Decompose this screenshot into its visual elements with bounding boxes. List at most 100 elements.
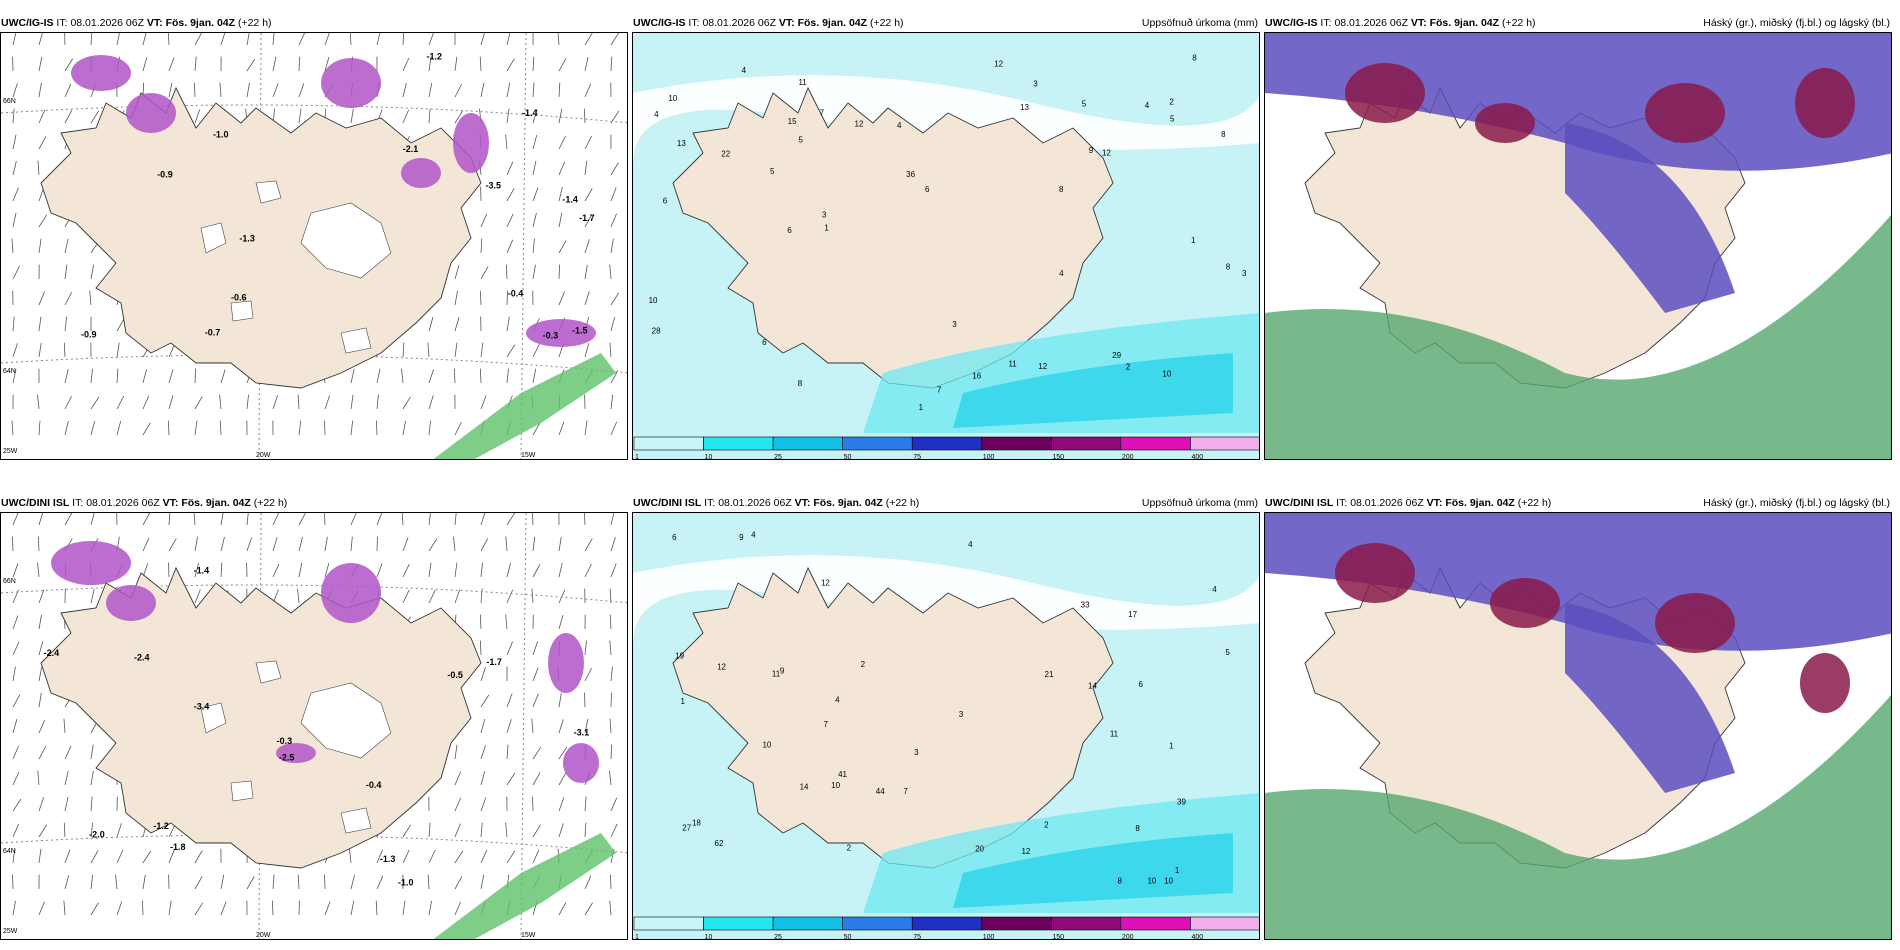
wind-barb — [584, 588, 586, 604]
precip-map[interactable]: 3 11 9 11 10 12 7 7 10 14 6 4 6 8 4 2 3 5 4 2 10 9 12 14 8 21 20 18… — [632, 512, 1260, 940]
wind-barb — [376, 33, 381, 46]
colorbar-tick: 150 — [1052, 454, 1064, 460]
temperature-label: -0.9 — [157, 170, 173, 180]
precip-amount-label: 7 — [903, 787, 908, 796]
wind-barb — [194, 589, 201, 604]
wind-barb — [38, 874, 40, 890]
wind-barb — [532, 667, 539, 682]
wind-barb — [38, 589, 45, 604]
wind-barb — [246, 82, 250, 98]
temperature-label: -0.4 — [366, 780, 382, 790]
wind-barb — [12, 771, 20, 786]
wind-barb — [142, 395, 150, 410]
temperature-label: -1.4 — [194, 566, 210, 576]
snowfall-area — [126, 93, 176, 133]
wind-temp-map[interactable]: -1.0 -1.4 -1.2 -2.4 -1.7 -1.3 -3.1 -3.4 -2.5 -1.8… — [0, 512, 628, 940]
precip-amount-label: 2 — [847, 843, 852, 852]
wind-barb — [220, 874, 225, 890]
precip-amount-label: 13 — [677, 139, 686, 148]
precip-amount-label: 11 — [1110, 729, 1119, 738]
precip-amount-label: 8 — [1135, 824, 1140, 833]
wind-barb — [401, 368, 404, 384]
wind-barb — [402, 900, 406, 916]
glacier — [300, 682, 392, 759]
wind-barb — [194, 109, 201, 124]
wind-barb — [324, 33, 331, 46]
precip-colorbar: 1 10 25 50 75 100 150 200 400 — [633, 436, 1259, 460]
temperature-label: -1.0 — [213, 130, 229, 140]
wind-barb — [506, 108, 510, 124]
wind-barb — [505, 614, 508, 630]
wind-temp-map[interactable]: -1.0 -1.4 -2.1 -1.7 -1.3 -1.5 -0.6 -1.2 -0.3 -1.4… — [0, 32, 628, 460]
wind-barb — [116, 342, 120, 358]
precip-amount-label: 18 — [692, 819, 701, 828]
wind-barb — [246, 58, 256, 72]
wind-barb — [428, 369, 434, 384]
wind-barb — [298, 513, 307, 526]
wind-barb — [90, 588, 95, 604]
precip-amount-label: 8 — [1059, 185, 1064, 194]
low-cloud-area — [1795, 68, 1855, 138]
wind-barb — [63, 342, 66, 358]
wind-barb — [116, 796, 118, 812]
glacier — [230, 300, 254, 322]
precip-amount-label: 12 — [994, 59, 1003, 68]
precip-amount-label: 8 — [1192, 54, 1197, 63]
wind-barb — [168, 395, 174, 410]
wind-barb — [64, 770, 69, 786]
wind-barb — [12, 615, 19, 630]
precip-amount-label: 7 — [937, 386, 942, 395]
precip-amount-label: 7 — [820, 109, 825, 118]
wind-barb — [480, 33, 486, 46]
temperature-label: -3.1 — [574, 727, 590, 737]
wind-barb — [38, 238, 42, 254]
wind-barb — [64, 264, 68, 280]
wind-barb — [167, 420, 170, 436]
wind-barb — [558, 797, 565, 812]
colorbar-cell — [703, 916, 774, 931]
axis-label: 15W — [521, 932, 536, 939]
wind-barb — [610, 213, 617, 228]
wind-barb — [557, 33, 560, 46]
wind-barb — [584, 188, 593, 202]
wind-barb — [505, 536, 508, 552]
wind-barb — [480, 822, 483, 838]
wind-barb — [349, 848, 352, 864]
temperature-label: -1.4 — [522, 108, 538, 118]
precip-amount-label: 1 — [681, 697, 686, 706]
precip-amount-label: 33 — [1081, 600, 1090, 609]
wind-barb — [194, 850, 203, 864]
wind-barb — [64, 292, 73, 306]
wind-barb — [12, 290, 14, 306]
wind-barb — [532, 160, 537, 176]
wind-barb — [428, 513, 432, 526]
precip-colorbar: 1 10 25 50 75 100 150 200 400 — [633, 916, 1259, 939]
precip-amount-label: 9 — [780, 666, 785, 675]
wind-barb — [506, 290, 508, 306]
wind-barb — [558, 161, 566, 176]
wind-barb — [532, 134, 538, 150]
wind-barb — [506, 796, 508, 812]
wind-barb — [90, 513, 96, 526]
cloud-map[interactable] — [1264, 512, 1892, 940]
wind-barb — [12, 848, 16, 864]
wind-barb — [38, 214, 48, 228]
precip-amount-label: 1 — [1175, 866, 1180, 875]
wind-barb — [453, 536, 456, 552]
wind-barb — [583, 108, 586, 124]
wind-barb — [428, 900, 432, 916]
wind-barb — [506, 589, 514, 604]
wind-barb — [558, 719, 564, 734]
wind-barb — [532, 109, 538, 124]
wind-barb — [246, 562, 248, 578]
wind-barb — [194, 876, 203, 890]
wind-barb — [64, 33, 66, 46]
wind-barb — [12, 641, 20, 656]
wind-barb — [272, 563, 280, 578]
cloud-map[interactable] — [1264, 32, 1892, 460]
wind-barb — [297, 588, 300, 604]
precip-map[interactable]: 13 5 8 7 4 1 4 1 2 3 8 7 9 6 6 8 3 4 10 11 2 1 6 3 5 5 5 3 4 6 10 12 8 22… — [632, 32, 1260, 460]
wind-barb — [532, 343, 540, 358]
temperature-label: -2.0 — [89, 829, 105, 839]
